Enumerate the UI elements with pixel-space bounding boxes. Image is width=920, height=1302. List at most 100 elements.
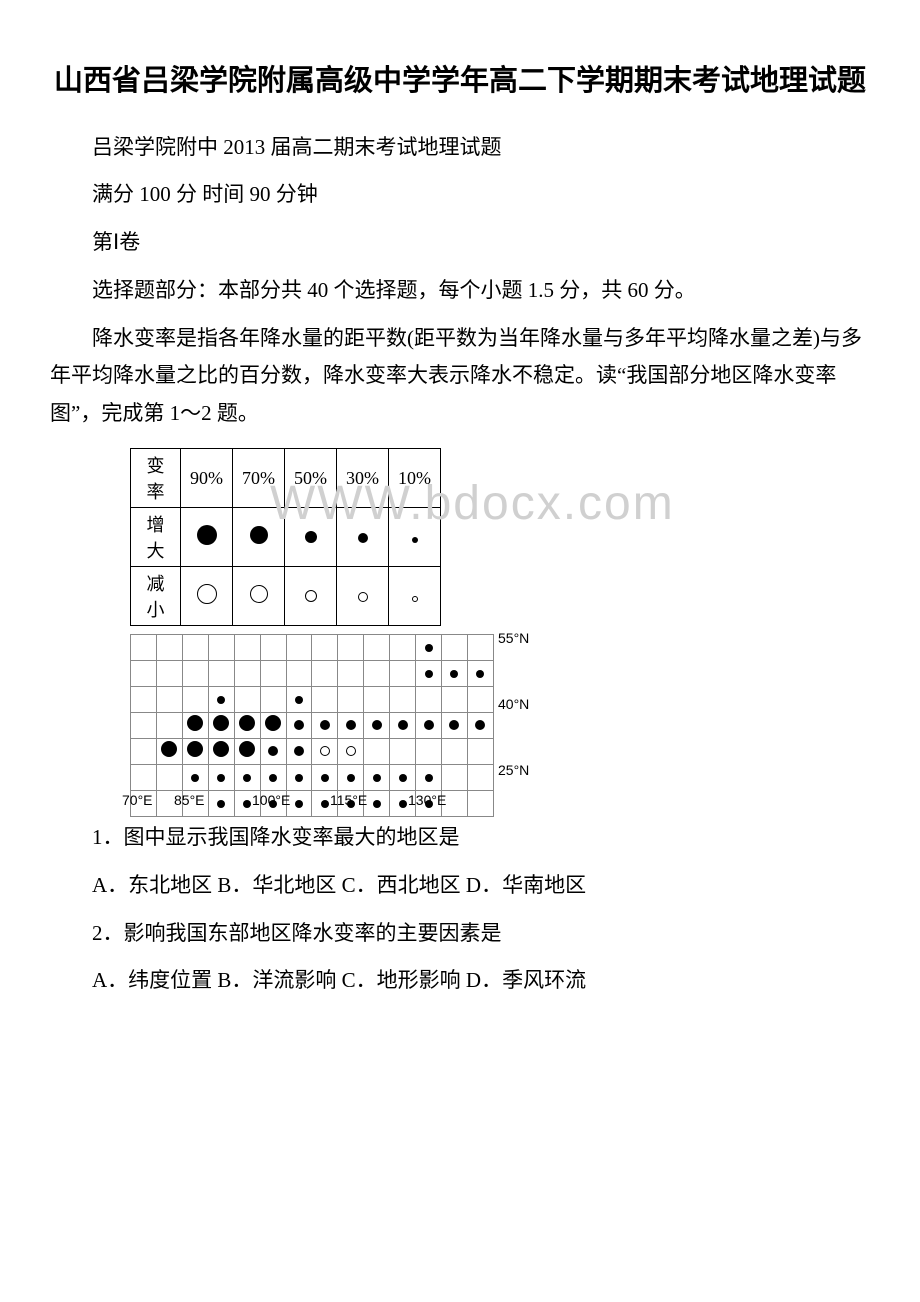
chart-cell [338,739,364,765]
chart-cell [131,739,157,765]
chart-cell [312,765,338,791]
chart-cell [338,713,364,739]
chart-cell [416,635,442,661]
chart-cell [390,687,416,713]
chart-cell [286,713,312,739]
question-options: A．纬度位置 B．洋流影响 C．地形影响 D．季风环流 [50,962,870,1000]
chart-cell [338,687,364,713]
filled-circle-icon [412,537,418,543]
filled-dot-icon [187,741,203,757]
y-axis-label: 55°N [498,630,529,646]
filled-dot-icon [295,696,303,704]
chart-cell [286,765,312,791]
chart-cell [156,687,182,713]
filled-dot-icon [372,720,382,730]
chart-cell [260,765,286,791]
chart-cell [364,635,390,661]
filled-dot-icon [217,696,225,704]
chart-cell [312,635,338,661]
chart-cell [364,791,390,817]
chart-cell [234,635,260,661]
filled-dot-icon [425,774,433,782]
chart-cell [131,765,157,791]
legend-header-cell: 70% [233,449,285,508]
legend-symbol-cell [337,508,389,567]
filled-dot-icon [398,720,408,730]
figure-container: WWW.bdocx.com 变率90%70%50%30%10%增大减小 55°N… [130,448,870,804]
filled-circle-icon [197,525,217,545]
filled-dot-icon [187,715,203,731]
filled-dot-icon [243,800,251,808]
chart-cell [260,687,286,713]
legend-row-label: 增大 [131,508,181,567]
filled-dot-icon [320,720,330,730]
filled-circle-icon [358,533,368,543]
filled-dot-icon [243,774,251,782]
chart-cell [208,661,234,687]
chart-area: 55°N40°N25°N70°E85°E100°E115°E130°E [130,634,530,804]
chart-cell [338,635,364,661]
chart-cell [182,739,208,765]
chart-cell [234,713,260,739]
x-axis-label: 115°E [330,792,367,808]
x-axis-label: 70°E [122,792,153,808]
filled-dot-icon [295,800,303,808]
chart-cell [467,687,493,713]
chart-cell [364,739,390,765]
chart-cell [286,635,312,661]
chart-cell [182,765,208,791]
chart-cell [234,661,260,687]
exam-subtitle: 吕梁学院附中 2013 届高二期末考试地理试题 [50,129,870,167]
chart-cell [338,661,364,687]
chart-cell [131,713,157,739]
chart-cell [208,635,234,661]
chart-cell [312,661,338,687]
filled-dot-icon [294,720,304,730]
filled-dot-icon [373,800,381,808]
open-circle-icon [358,592,368,602]
chart-cell [441,713,467,739]
chart-cell [364,661,390,687]
filled-dot-icon [294,746,304,756]
open-circle-icon [305,590,317,602]
chart-grid [130,634,494,817]
chart-cell [441,687,467,713]
legend-symbol-cell [285,567,337,626]
filled-dot-icon [269,774,277,782]
filled-dot-icon [217,774,225,782]
legend-symbol-cell [233,508,285,567]
chart-cell [467,765,493,791]
legend-symbol-cell [233,567,285,626]
chart-cell [364,687,390,713]
chart-cell [364,713,390,739]
legend-header-cell: 50% [285,449,337,508]
x-axis-label: 130°E [408,792,446,808]
chart-cell [312,687,338,713]
chart-cell [286,687,312,713]
legend-row-label: 减小 [131,567,181,626]
chart-cell [182,635,208,661]
chart-cell [390,661,416,687]
chart-cell [260,739,286,765]
open-dot-icon [346,746,356,756]
legend-symbol-cell [181,567,233,626]
open-dot-icon [320,746,330,756]
legend-symbol-cell [389,567,441,626]
x-axis-label: 100°E [252,792,290,808]
legend-symbol-cell [181,508,233,567]
filled-dot-icon [295,774,303,782]
filled-dot-icon [399,774,407,782]
chart-cell [208,739,234,765]
filled-dot-icon [425,670,433,678]
chart-cell [416,765,442,791]
filled-dot-icon [476,670,484,678]
legend-header-cell: 90% [181,449,233,508]
chart-cell [131,687,157,713]
filled-circle-icon [250,526,268,544]
chart-cell [441,635,467,661]
chart-cell [234,687,260,713]
chart-cell [467,713,493,739]
chart-cell [131,635,157,661]
chart-cell [416,687,442,713]
chart-cell [312,739,338,765]
